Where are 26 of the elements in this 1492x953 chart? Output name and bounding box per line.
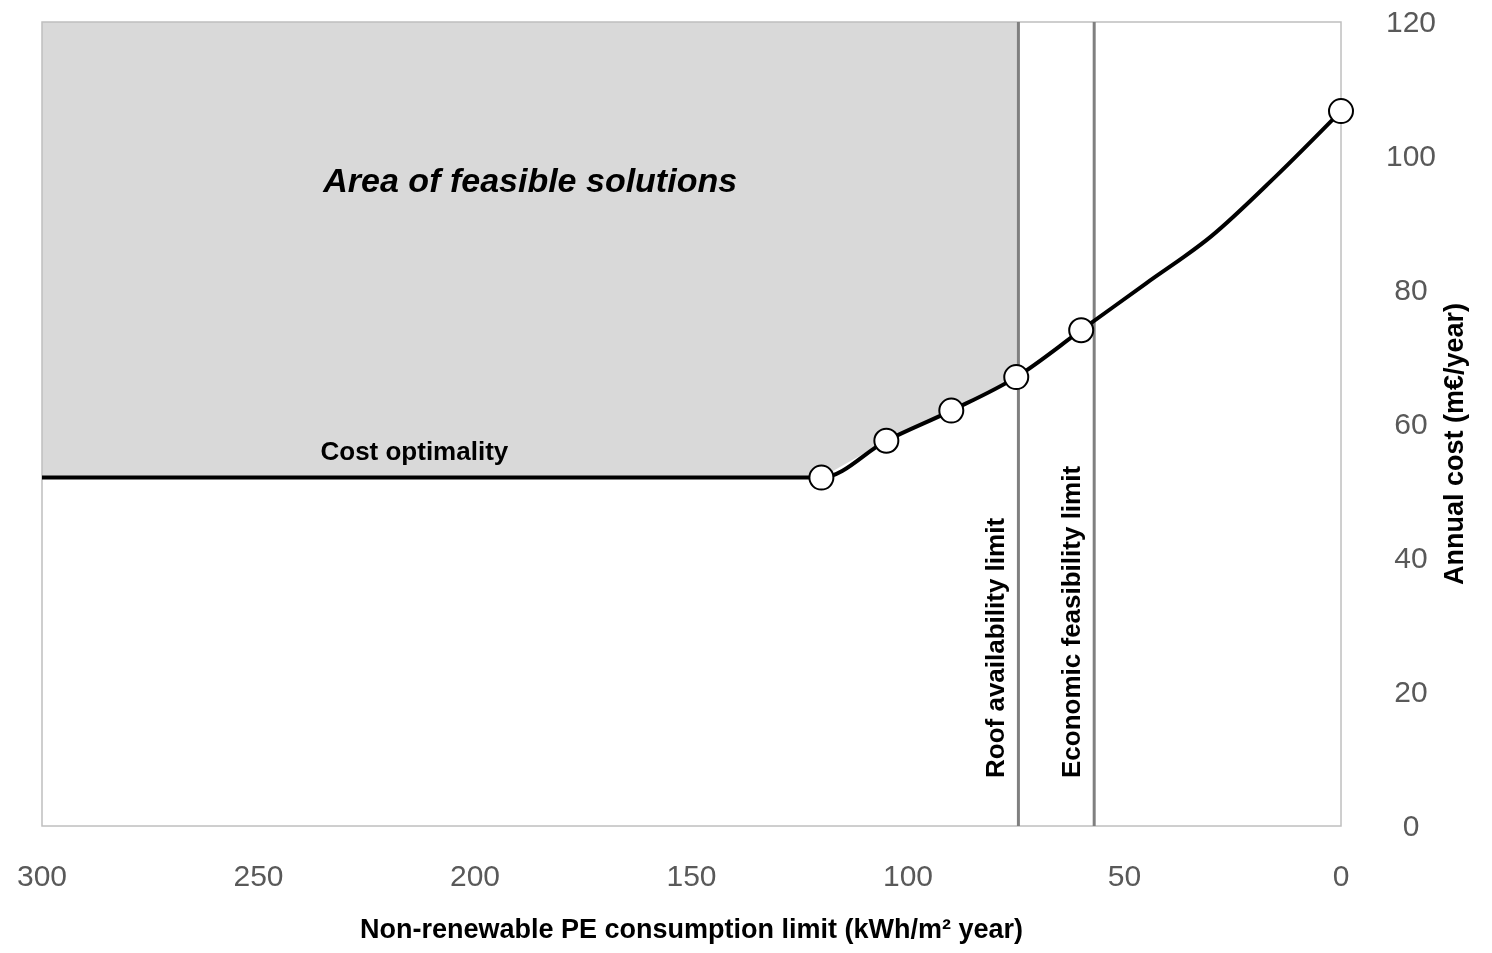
x-tick-label: 250 xyxy=(233,859,284,892)
annotation: Cost optimality xyxy=(320,435,509,466)
y-axis-title: Annual cost (m€/year) xyxy=(1439,302,1469,586)
x-axis-title: Non-renewable PE consumption limit (kWh/m² year) xyxy=(359,914,1024,944)
x-tick-label: 50 xyxy=(1107,859,1142,892)
point xyxy=(1003,364,1030,391)
y-tick-label: 40 xyxy=(1394,541,1428,574)
point xyxy=(873,427,900,454)
ref-line-label: Roof availability limit xyxy=(980,517,1011,778)
y-tick-label: 80 xyxy=(1394,273,1428,306)
point xyxy=(1068,317,1095,344)
x-tick-label: 300 xyxy=(16,859,68,892)
y-tick-label: 0 xyxy=(1402,809,1420,842)
point xyxy=(808,464,835,491)
y-tick-label: 120 xyxy=(1385,5,1437,38)
x-tick-label: 0 xyxy=(1332,859,1350,892)
band-label: Area of feasible solutions xyxy=(322,161,738,199)
x-tick-label: 100 xyxy=(882,859,934,892)
x-tick-label: 200 xyxy=(449,859,501,892)
ref-line-label: Economic feasibility limit xyxy=(1056,465,1087,778)
point xyxy=(1328,98,1354,125)
point xyxy=(938,397,965,424)
x-tick-label: 150 xyxy=(666,859,717,892)
y-tick-label: 60 xyxy=(1394,407,1428,440)
y-tick-label: 20 xyxy=(1394,675,1428,708)
y-tick-label: 100 xyxy=(1385,139,1437,172)
